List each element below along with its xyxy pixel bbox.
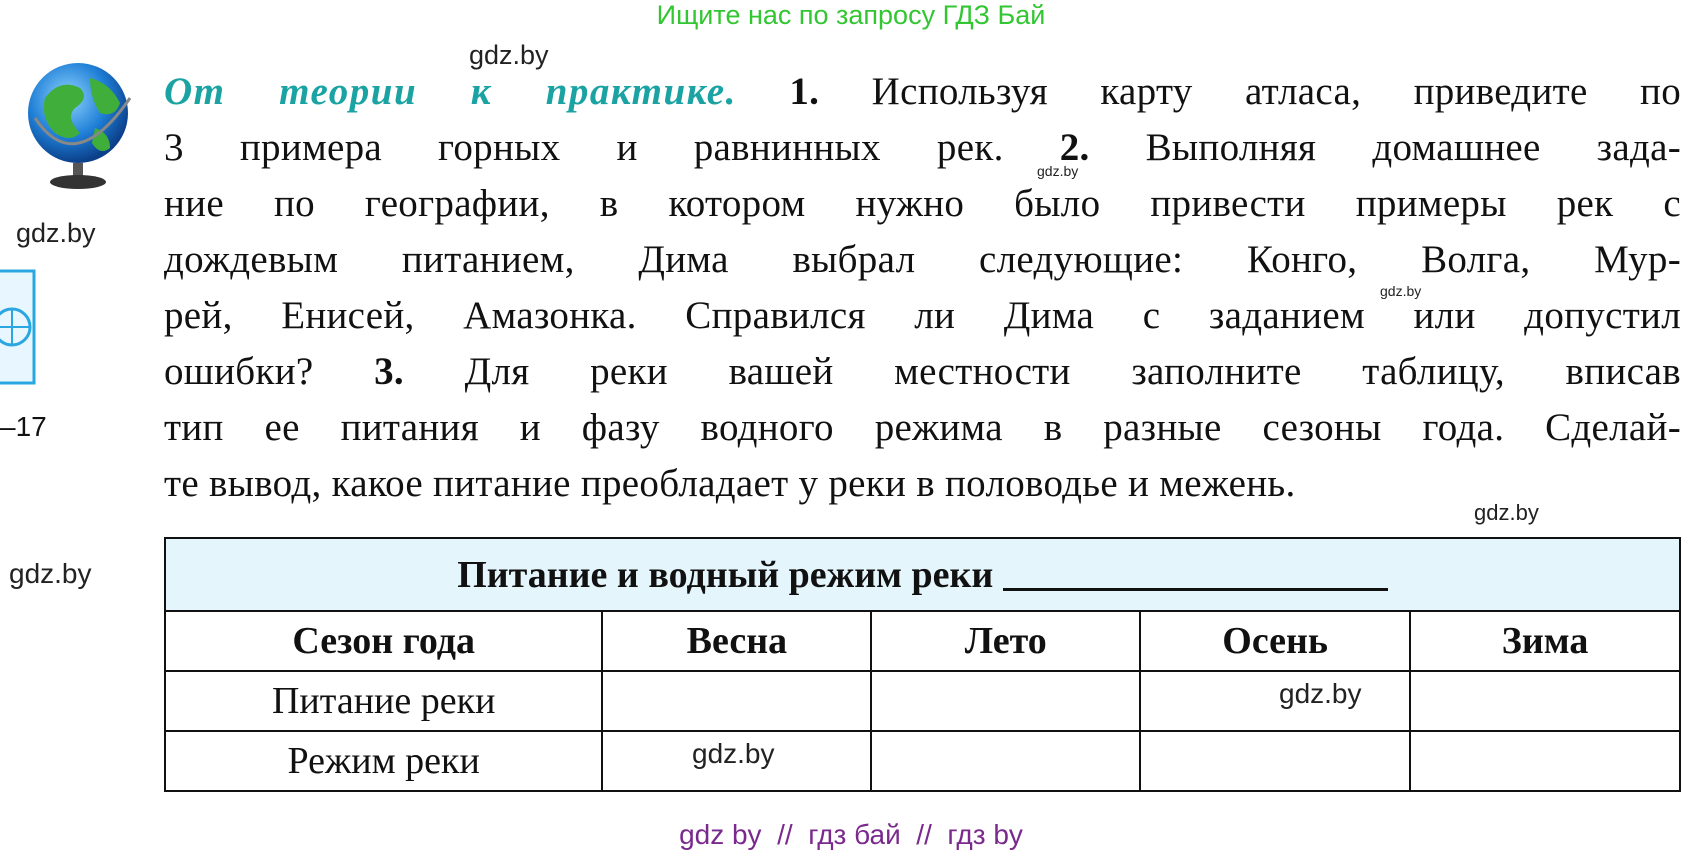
row-label: Питание реки bbox=[163, 670, 604, 732]
text-run bbox=[737, 70, 789, 113]
text-run: 3 примера горных и равнинных рек. bbox=[164, 126, 1060, 169]
watermark: gdz.by bbox=[1380, 283, 1422, 299]
header-row: Сезон года Весна Лето Осень Зима bbox=[163, 610, 1681, 672]
column-header: Осень bbox=[1139, 610, 1412, 672]
row-label: Режим реки bbox=[163, 730, 604, 792]
river-table: Питание и водный режим реки Сезон года Ве… bbox=[163, 537, 1681, 792]
text-line: тип ее питания и фазу водного режима в р… bbox=[164, 400, 1681, 456]
empty-cell bbox=[601, 670, 873, 732]
table-title-row: Питание и водный режим реки bbox=[164, 537, 1681, 612]
table-row: Питание реки bbox=[163, 670, 1681, 732]
text-line: 3 примера горных и равнинных рек. 2. Вып… bbox=[164, 120, 1681, 176]
watermark: gdz.by bbox=[9, 558, 92, 589]
empty-cell bbox=[601, 730, 873, 792]
watermark: gdz.by bbox=[469, 40, 549, 70]
text-run: Используя карту атласа, приведите по bbox=[819, 70, 1681, 113]
text-run: Для реки вашей местности заполните табли… bbox=[403, 350, 1681, 393]
watermark: gdz.by bbox=[692, 738, 775, 769]
text-run: дождевым питанием, Дима выбрал следующие… bbox=[164, 238, 1681, 281]
empty-cell bbox=[1409, 730, 1681, 792]
table-title-cell: Питание и водный режим реки bbox=[164, 537, 1681, 612]
book-icon bbox=[0, 269, 36, 385]
watermark: gdz.by bbox=[1037, 163, 1079, 179]
task-number: 2. bbox=[1059, 126, 1090, 169]
table-title: Питание и водный режим реки bbox=[457, 553, 994, 596]
blank-line bbox=[1002, 587, 1388, 591]
column-header: Сезон года bbox=[163, 610, 604, 672]
text-line: ние по географии, в котором нужно было п… bbox=[164, 176, 1681, 232]
empty-cell bbox=[1139, 670, 1412, 732]
banner: Ищите нас по запросу ГДЗ Бай bbox=[656, 0, 1046, 30]
page-ref: –17 bbox=[0, 411, 47, 442]
column-header: Зима bbox=[1409, 610, 1681, 672]
watermark: gdz.by bbox=[1474, 500, 1539, 525]
globe-icon bbox=[28, 63, 132, 189]
task-number: 3. bbox=[374, 350, 404, 393]
text-line: дождевым питанием, Дима выбрал следующие… bbox=[164, 232, 1681, 288]
task-number: 1. bbox=[789, 70, 820, 113]
watermark: gdz.by bbox=[1279, 678, 1362, 709]
text-line: те вывод, какое питание преобладает у ре… bbox=[164, 456, 1681, 512]
column-header: Весна bbox=[601, 610, 873, 672]
column-header: Лето bbox=[870, 610, 1142, 672]
heading: От теории к практике. bbox=[164, 70, 737, 113]
text-run: Выполняя домашнее зада- bbox=[1089, 126, 1682, 169]
text-run: те вывод, какое питание преобладает у ре… bbox=[164, 462, 1296, 505]
empty-cell bbox=[1409, 670, 1681, 732]
text-run: тип ее питания и фазу водного режима в р… bbox=[164, 406, 1681, 449]
text-line: рей, Енисей, Амазонка. Справился ли Дима… bbox=[164, 288, 1681, 344]
watermark: gdz.by bbox=[16, 218, 96, 248]
text-run: ошибки? bbox=[164, 350, 375, 393]
text-line: ошибки? 3. Для реки вашей местности запо… bbox=[164, 344, 1681, 400]
table-row: Режим реки bbox=[163, 730, 1681, 792]
empty-cell bbox=[870, 730, 1142, 792]
footer: gdz by // гдз бай // гдз by bbox=[679, 819, 1023, 850]
text-run: рей, Енисей, Амазонка. Справился ли Дима… bbox=[164, 294, 1681, 337]
text-line: От теории к практике. 1. Используя карту… bbox=[164, 64, 1681, 120]
empty-cell bbox=[1139, 730, 1412, 792]
empty-cell bbox=[870, 670, 1142, 732]
text-run: ние по географии, в котором нужно было п… bbox=[164, 182, 1681, 225]
